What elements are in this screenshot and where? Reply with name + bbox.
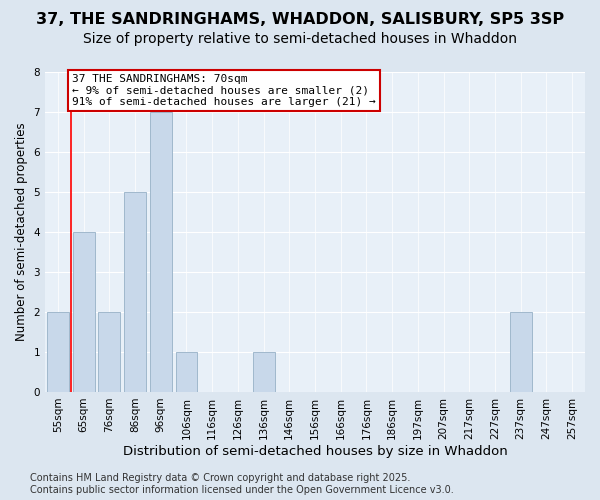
Y-axis label: Number of semi-detached properties: Number of semi-detached properties — [15, 122, 28, 341]
Bar — [98, 312, 120, 392]
X-axis label: Distribution of semi-detached houses by size in Whaddon: Distribution of semi-detached houses by … — [122, 444, 508, 458]
Text: 37 THE SANDRINGHAMS: 70sqm
← 9% of semi-detached houses are smaller (2)
91% of s: 37 THE SANDRINGHAMS: 70sqm ← 9% of semi-… — [72, 74, 376, 106]
Bar — [510, 312, 532, 392]
Text: 37, THE SANDRINGHAMS, WHADDON, SALISBURY, SP5 3SP: 37, THE SANDRINGHAMS, WHADDON, SALISBURY… — [36, 12, 564, 28]
Bar — [124, 192, 146, 392]
Bar — [150, 112, 172, 392]
Bar — [176, 352, 197, 392]
Bar — [253, 352, 275, 392]
Text: Contains HM Land Registry data © Crown copyright and database right 2025.
Contai: Contains HM Land Registry data © Crown c… — [30, 474, 454, 495]
Text: Size of property relative to semi-detached houses in Whaddon: Size of property relative to semi-detach… — [83, 32, 517, 46]
Bar — [73, 232, 95, 392]
Bar — [47, 312, 69, 392]
